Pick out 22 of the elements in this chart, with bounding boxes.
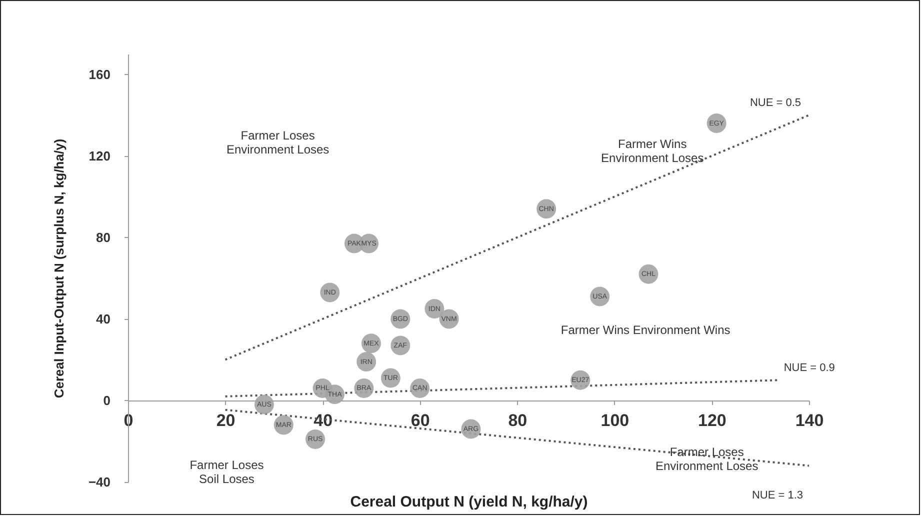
x-axis-title: Cereal Output N (yield N, kg/ha/y) bbox=[350, 494, 588, 510]
annotation: Farmer Wins Environment Wins bbox=[560, 323, 730, 338]
x-tick-label: 60 bbox=[410, 410, 430, 430]
text: NUE = 1.3 bbox=[752, 490, 803, 502]
series-label: NUE = 0.5 bbox=[750, 97, 801, 110]
x-tick-label: 120 bbox=[698, 410, 726, 430]
x-tick-label: 100 bbox=[600, 410, 630, 430]
series-label: NUE = 0.9 bbox=[784, 362, 835, 374]
annotation: Farmer Wins Environment Loses bbox=[601, 136, 704, 165]
y-tick-label: −40 bbox=[88, 474, 110, 490]
y-tick-label: 0 bbox=[103, 392, 110, 408]
y-tick-label: 40 bbox=[96, 311, 110, 326]
x-tick-label: 20 bbox=[216, 410, 236, 430]
y-tick-label: 80 bbox=[96, 230, 110, 245]
annotation: Farmer Loses Environment Loses bbox=[655, 445, 758, 474]
y-axis-title: Cereal Input-Output N (surplus N, kg/ha/y) bbox=[51, 138, 66, 398]
y-tick-label: 160 bbox=[88, 66, 110, 82]
y-tick-label: 120 bbox=[88, 148, 110, 164]
annotation: Farmer Loses Soil Loses bbox=[190, 458, 264, 486]
x-tick-label: 80 bbox=[508, 410, 528, 430]
annotation: Farmer Loses Environment Loses bbox=[226, 128, 330, 156]
x-tick-label: 140 bbox=[795, 410, 824, 430]
